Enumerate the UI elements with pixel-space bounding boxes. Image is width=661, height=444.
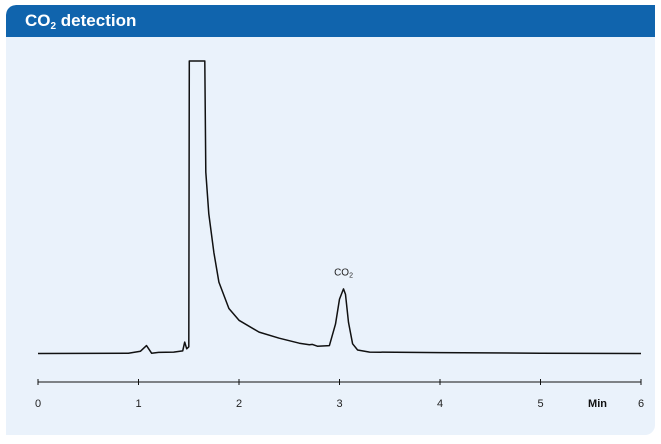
chart-title-main: CO: [25, 11, 51, 30]
chromatogram-trace: [37, 60, 642, 355]
chart-card: CO2 detection: [6, 5, 655, 435]
x-tick-label-6: 6: [638, 398, 644, 410]
peak-label-subscript: 2: [349, 273, 353, 280]
x-tick-label-1: 1: [135, 398, 141, 410]
x-tick-label-4: 4: [437, 398, 443, 410]
chart-title-subscript: 2: [50, 21, 57, 32]
x-axis-label: Min: [588, 398, 607, 410]
x-tick-label-3: 3: [336, 398, 342, 410]
peak-label-co2: CO2: [334, 268, 353, 280]
chart-title: CO2 detection: [25, 10, 136, 32]
x-tick-label-0: 0: [35, 398, 41, 410]
x-tick-label-5: 5: [537, 398, 543, 410]
chart-title-rest: detection: [56, 11, 137, 30]
x-tick-label-2: 2: [236, 398, 242, 410]
chart-header: CO2 detection: [6, 5, 655, 37]
